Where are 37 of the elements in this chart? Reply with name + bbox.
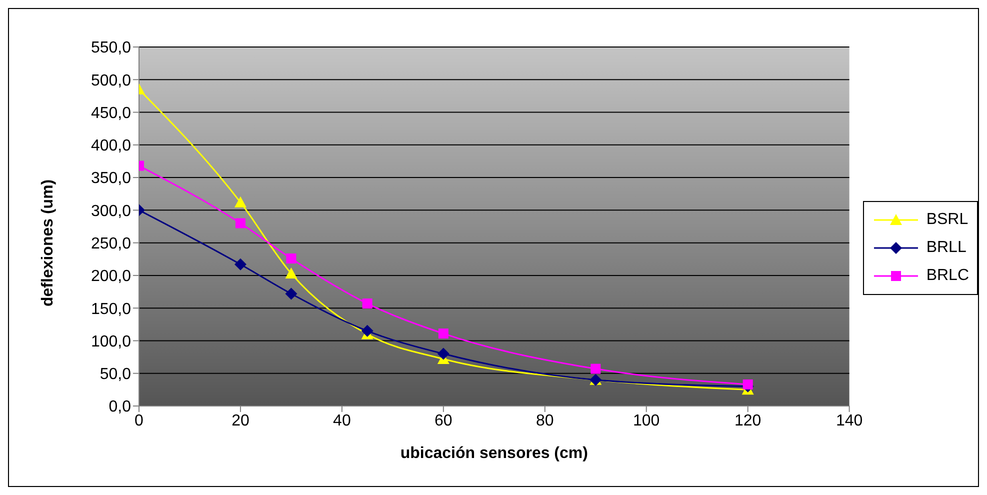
y-tick-label: 50,0 <box>100 366 132 384</box>
point <box>361 324 374 337</box>
y-tick-label: 400,0 <box>90 138 132 155</box>
y-tick-label: 0,0 <box>108 398 132 416</box>
legend-label: BSRL <box>926 210 968 228</box>
x-tick-label: 100 <box>633 412 660 430</box>
x-tick-label: 140 <box>836 412 863 430</box>
point <box>234 196 246 208</box>
y-tick-label: 200,0 <box>90 268 132 286</box>
x-tick-label: 80 <box>536 412 554 430</box>
x-tick-label: 40 <box>333 412 351 430</box>
y-tick-label: 350,0 <box>90 170 132 188</box>
y-tick-label: 150,0 <box>90 300 132 318</box>
legend-label: BRLC <box>926 266 969 284</box>
point <box>590 364 601 374</box>
y-tick-label: 550,0 <box>90 40 132 57</box>
x-axis-title: ubicación sensores (cm) <box>400 445 588 462</box>
y-axis-title: deflexiones (um) <box>40 179 57 306</box>
x-tick-label: 60 <box>434 412 452 430</box>
point <box>742 379 753 390</box>
x-tick-label: 120 <box>734 412 762 430</box>
point <box>362 298 372 309</box>
y-tick-label: 450,0 <box>90 104 132 122</box>
point <box>234 258 246 270</box>
y-tick-label: 500,0 <box>90 72 132 90</box>
point <box>285 267 298 278</box>
x-tick-label: 0 <box>134 412 144 430</box>
point <box>286 253 296 264</box>
y-tick-label: 250,0 <box>90 236 132 252</box>
x-tick-label: 20 <box>232 412 250 430</box>
point <box>235 218 246 228</box>
y-tick-label: 100,0 <box>90 333 132 350</box>
point <box>285 288 298 300</box>
point <box>437 348 450 360</box>
legend-label: BRLL <box>926 238 966 256</box>
y-tick-label: 300,0 <box>90 202 132 220</box>
point <box>438 328 448 339</box>
